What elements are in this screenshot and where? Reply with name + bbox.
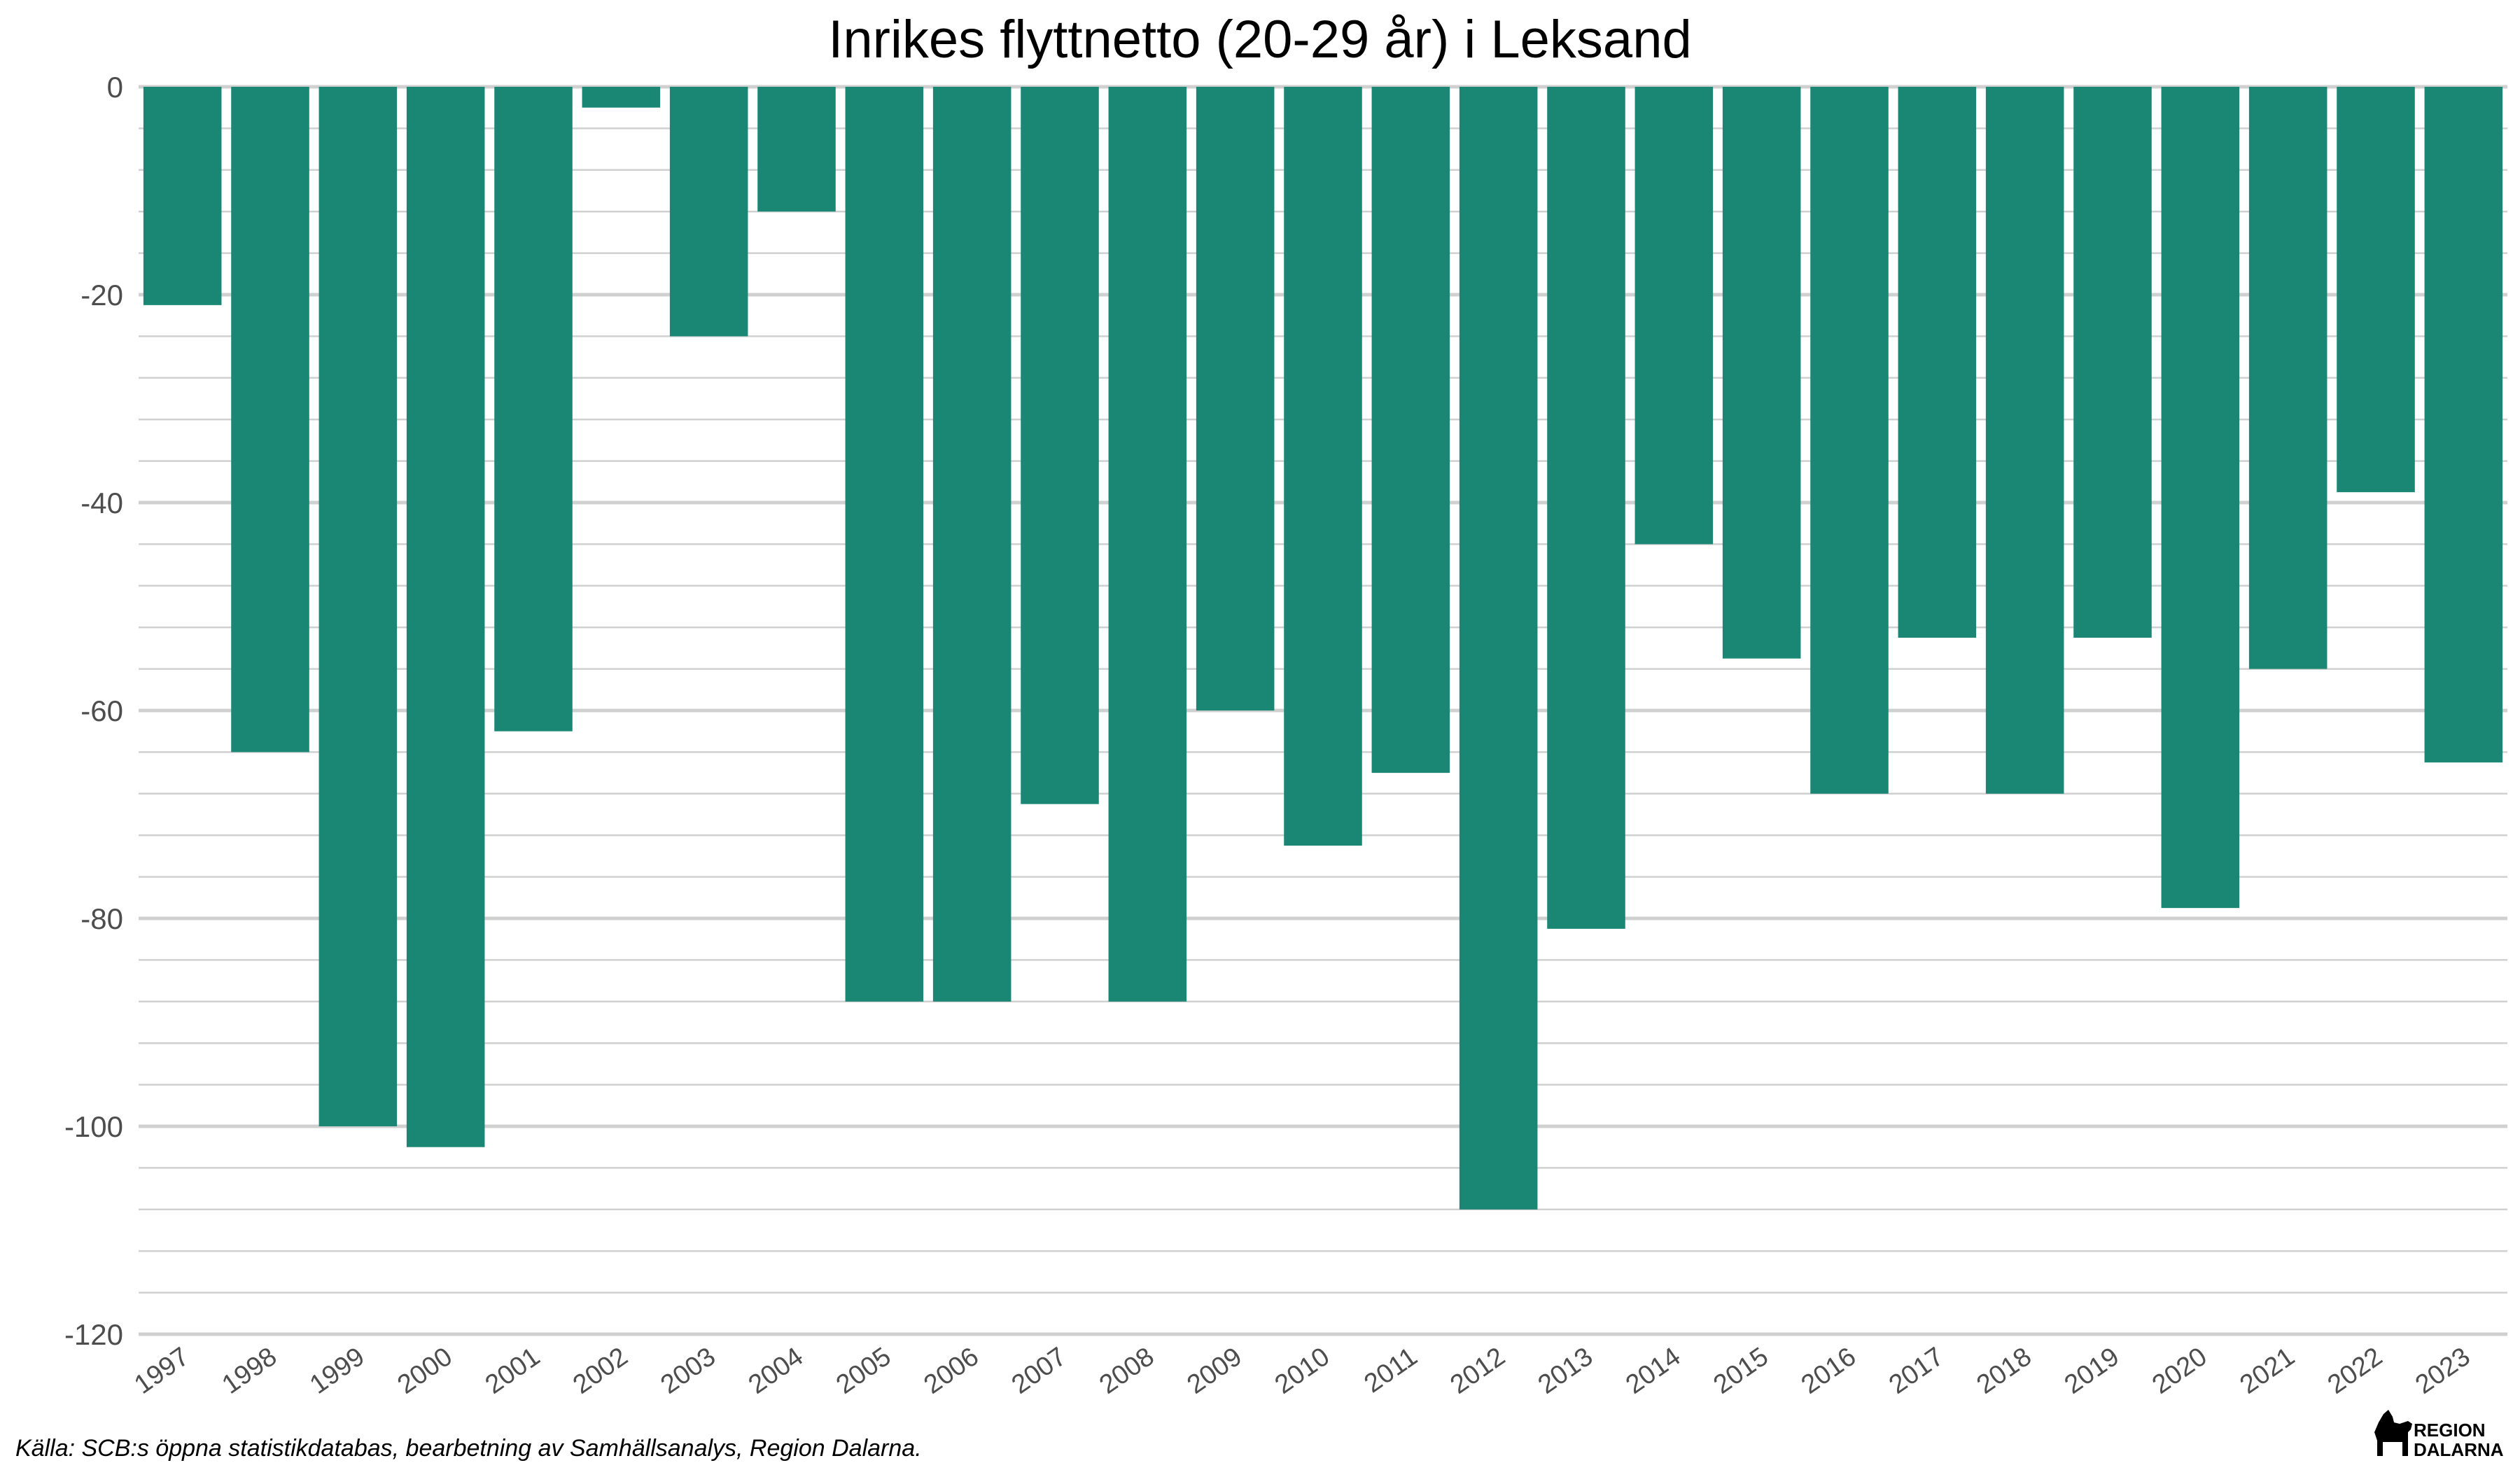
x-tick-label: 2013 <box>1533 1342 1598 1400</box>
bar-2006 <box>932 87 1011 1002</box>
dala-horse-icon <box>2374 1410 2412 1456</box>
y-tick-label: 0 <box>107 71 123 104</box>
x-tick-label: 2014 <box>1620 1342 1686 1400</box>
y-tick-label: -80 <box>80 902 123 935</box>
x-tick-label: 2001 <box>480 1342 545 1400</box>
bar-2011 <box>1371 87 1450 774</box>
bar-2013 <box>1547 87 1625 929</box>
x-tick-label: 2016 <box>1796 1342 1861 1400</box>
x-tick-label: 2021 <box>2234 1342 2300 1400</box>
chart-title: Inrikes flyttnetto (20-29 år) i Leksand <box>828 10 1691 69</box>
logo-text-dalarna: DALARNA <box>2414 1439 2504 1460</box>
bar-2004 <box>757 87 836 212</box>
bar-1997 <box>143 87 222 305</box>
bar-2000 <box>406 87 485 1147</box>
bar-2018 <box>1985 87 2064 794</box>
x-tick-label: 2009 <box>1182 1342 1247 1400</box>
y-tick-label: -20 <box>80 279 123 312</box>
x-tick-label: 1999 <box>304 1342 370 1400</box>
x-tick-label: 2020 <box>2147 1342 2212 1400</box>
x-tick-label: 2010 <box>1270 1342 1335 1400</box>
x-tick-label: 2006 <box>918 1342 983 1400</box>
x-tick-label: 1998 <box>217 1342 282 1400</box>
bar-2021 <box>2248 87 2328 669</box>
x-tick-label: 2003 <box>655 1342 720 1400</box>
x-tick-label: 2017 <box>1884 1342 1949 1400</box>
bar-2014 <box>1634 87 1714 545</box>
x-tick-label: 2007 <box>1007 1342 1072 1400</box>
bar-2001 <box>494 87 573 732</box>
y-tick-label: -40 <box>80 486 123 519</box>
y-tick-label: -60 <box>80 694 123 727</box>
y-tick-label: -120 <box>64 1318 123 1351</box>
bar-2009 <box>1196 87 1275 710</box>
x-axis: 1997 1998 1999 2000 2001 2002 2003 2004 2005 2006… <box>129 1342 2475 1400</box>
bar-2022 <box>2337 87 2415 493</box>
x-tick-label: 2011 <box>1359 1342 1422 1399</box>
y-tick-label: -100 <box>64 1110 123 1143</box>
x-tick-label: 2000 <box>392 1342 457 1400</box>
x-tick-label: 1997 <box>129 1342 194 1400</box>
x-tick-label: 2008 <box>1094 1342 1159 1400</box>
x-tick-label: 2005 <box>831 1342 896 1400</box>
bar-2008 <box>1108 87 1187 1002</box>
bar-1999 <box>318 87 398 1126</box>
x-tick-label: 2022 <box>2323 1342 2388 1400</box>
bar-2023 <box>2424 87 2503 763</box>
bar-2016 <box>1810 87 1889 794</box>
bar-2015 <box>1722 87 1801 659</box>
bar-2002 <box>582 87 661 108</box>
bar-2010 <box>1284 87 1362 846</box>
source-caption: Källa: SCB:s öppna statistikdatabas, bea… <box>15 1435 922 1462</box>
bar-1998 <box>231 87 309 752</box>
bar-2019 <box>2073 87 2152 638</box>
bar-2017 <box>1898 87 1977 638</box>
bar-2020 <box>2161 87 2240 909</box>
region-dalarna-logo: REGION DALARNA <box>2374 1410 2504 1460</box>
bars <box>143 87 2503 1210</box>
x-tick-label: 2018 <box>1971 1342 2036 1400</box>
bar-2012 <box>1459 87 1538 1210</box>
y-axis: 0 -20 -40 -60 -80 -100 -120 <box>64 71 123 1351</box>
x-tick-label: 2012 <box>1445 1342 1510 1400</box>
x-tick-label: 2023 <box>2410 1342 2475 1400</box>
logo-text-region: REGION <box>2414 1420 2486 1441</box>
bar-2005 <box>845 87 924 1002</box>
x-tick-label: 2019 <box>2059 1342 2124 1400</box>
bar-2007 <box>1021 87 1099 804</box>
x-tick-label: 2015 <box>1708 1342 1773 1400</box>
x-tick-label: 2002 <box>568 1342 633 1400</box>
bar-2003 <box>669 87 748 337</box>
x-tick-label: 2004 <box>743 1342 808 1400</box>
